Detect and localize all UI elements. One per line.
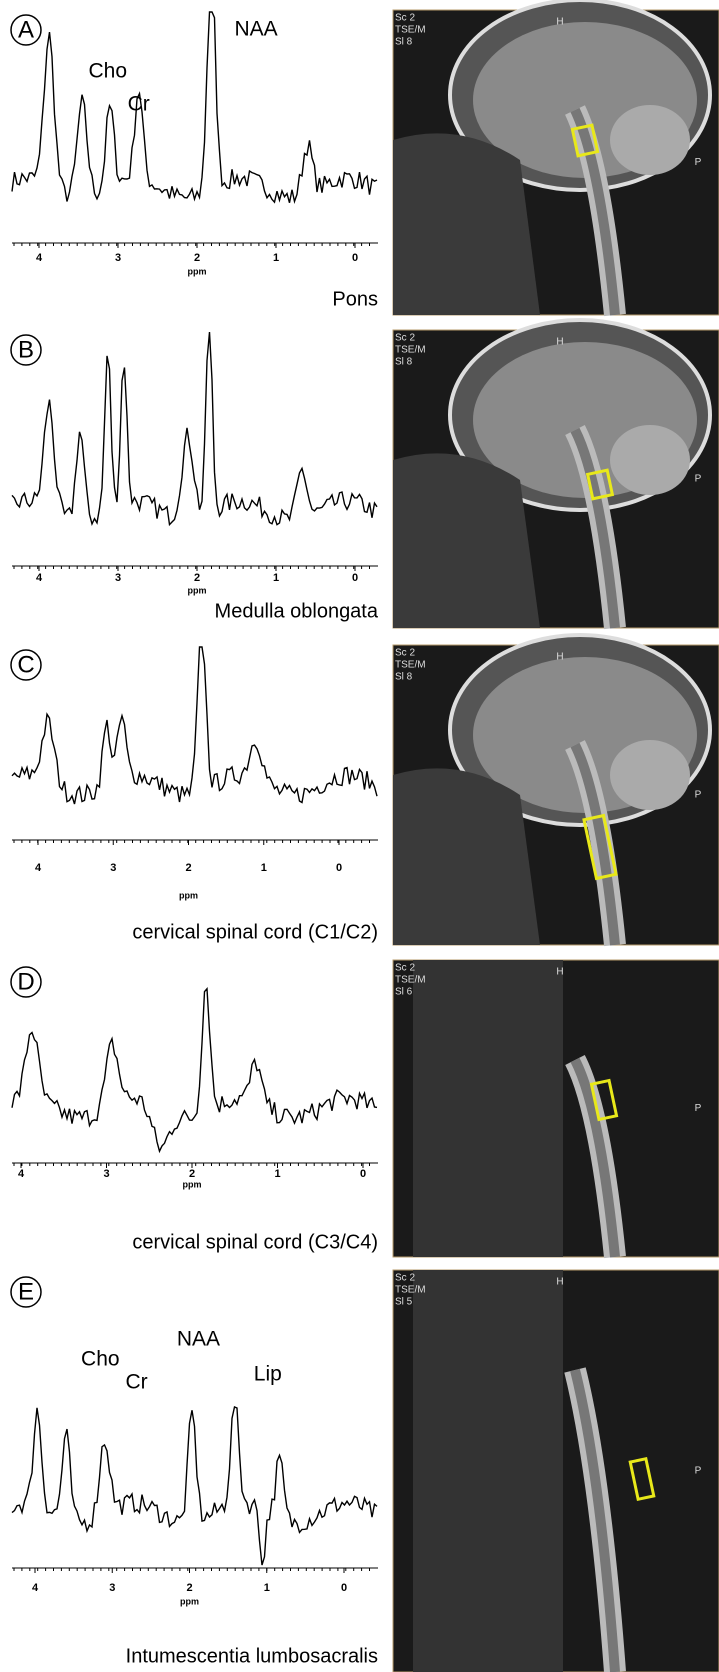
tick-label: 1: [274, 1168, 280, 1180]
tick-label: 1: [273, 572, 279, 584]
axis-label: ppm: [179, 890, 198, 900]
tick-label: 4: [32, 1582, 39, 1594]
figure: A43210ppmChoCrNAAPonsSc 2TSE/MSl 8HPB432…: [0, 0, 719, 1672]
tick-label: 3: [115, 572, 121, 584]
tick-label: 1: [264, 1582, 270, 1594]
mri-cerebellum: [610, 740, 690, 810]
tick-label: 4: [18, 1168, 25, 1180]
tick-label: 2: [194, 252, 200, 264]
axis-label: ppm: [183, 1179, 202, 1189]
panel: C 4 3 2 1 0 ppm cervical spinal cord (C1/C2) Sc …: [11, 635, 719, 945]
tick-label: 3: [110, 862, 116, 874]
mri-marker: P: [695, 474, 702, 485]
region-label: cervical spinal cord (C1/C2): [132, 921, 378, 943]
tick-label: 3: [109, 1582, 115, 1594]
peak-label: Lip: [254, 1363, 282, 1386]
tick-label: 0: [360, 1168, 366, 1180]
mri-cerebellum: [610, 425, 690, 495]
region-label: Pons: [332, 288, 378, 310]
mri-cerebellum: [610, 105, 690, 175]
mri-marker: P: [695, 157, 702, 168]
mri-info: TSE/M: [395, 25, 426, 36]
mri-marker: H: [556, 967, 563, 978]
mri-marker: P: [695, 790, 702, 801]
region-label: cervical spinal cord (C3/C4): [132, 1231, 378, 1253]
mri-info: Sl 5: [395, 1297, 413, 1308]
peak-label: Cr: [125, 1371, 147, 1394]
panel-label: B: [18, 336, 34, 363]
mri-tissue: [413, 960, 563, 1257]
spectrum: [12, 1407, 377, 1565]
tick-label: 0: [341, 1582, 347, 1594]
mri-marker: H: [556, 337, 563, 348]
spectrum: [12, 647, 377, 804]
tick-label: 0: [336, 862, 342, 874]
tick-label: 4: [36, 572, 43, 584]
spectrum: [12, 989, 377, 1151]
mri-marker: P: [695, 1103, 702, 1114]
mri-face: [393, 133, 540, 315]
mri-marker: H: [556, 652, 563, 663]
mri-info: Sc 2: [395, 648, 415, 659]
panel-label: D: [17, 968, 34, 995]
mri-info: Sc 2: [395, 13, 415, 24]
tick-label: 0: [352, 572, 358, 584]
panel: D 4 3 2 1 0 ppm cervical spinal cord (C3/C4) Sc …: [11, 960, 719, 1257]
peak-label: NAA: [177, 1328, 220, 1351]
mri-info: TSE/M: [395, 1285, 426, 1296]
region-label: Medulla oblongata: [215, 600, 379, 622]
mri-face: [393, 453, 540, 628]
axis-label: ppm: [188, 585, 207, 595]
mri-info: Sl 8: [395, 357, 413, 368]
tick-label: 1: [261, 862, 267, 874]
mri-info: Sl 8: [395, 672, 413, 683]
peak-label: NAA: [234, 18, 277, 41]
mri-info: Sc 2: [395, 1273, 415, 1284]
mri-marker: P: [695, 1466, 702, 1477]
tick-label: 4: [35, 862, 42, 874]
mri-info: Sl 6: [395, 987, 413, 998]
panel-label: E: [18, 1278, 34, 1305]
peak-label: Cho: [81, 1348, 120, 1371]
mri-info: TSE/M: [395, 660, 426, 671]
mri-info: Sl 8: [395, 37, 413, 48]
mri-info: Sc 2: [395, 333, 415, 344]
tick-label: 3: [103, 1168, 109, 1180]
tick-label: 1: [273, 252, 279, 264]
tick-label: 3: [115, 252, 121, 264]
spectrum: [12, 12, 377, 203]
mri-info: TSE/M: [395, 345, 426, 356]
mri-info: Sc 2: [395, 963, 415, 974]
tick-label: 2: [189, 1168, 195, 1180]
spectrum: [12, 332, 377, 525]
tick-label: 2: [186, 1582, 192, 1594]
tick-label: 4: [36, 252, 43, 264]
mri-info: TSE/M: [395, 975, 426, 986]
peak-label: Cho: [89, 60, 128, 83]
panel-label: C: [17, 651, 34, 678]
tick-label: 0: [352, 252, 358, 264]
tick-label: 2: [194, 572, 200, 584]
panel-label: A: [18, 16, 34, 43]
mri-tissue: [413, 1270, 563, 1672]
peak-label: Cr: [128, 93, 150, 116]
axis-label: ppm: [180, 1596, 199, 1606]
mri-face: [393, 768, 540, 945]
mri-marker: H: [556, 17, 563, 28]
tick-label: 2: [185, 862, 191, 874]
region-label: Intumescentia lumbosacralis: [126, 1645, 378, 1667]
axis-label: ppm: [188, 266, 207, 276]
mri-marker: H: [556, 1277, 563, 1288]
